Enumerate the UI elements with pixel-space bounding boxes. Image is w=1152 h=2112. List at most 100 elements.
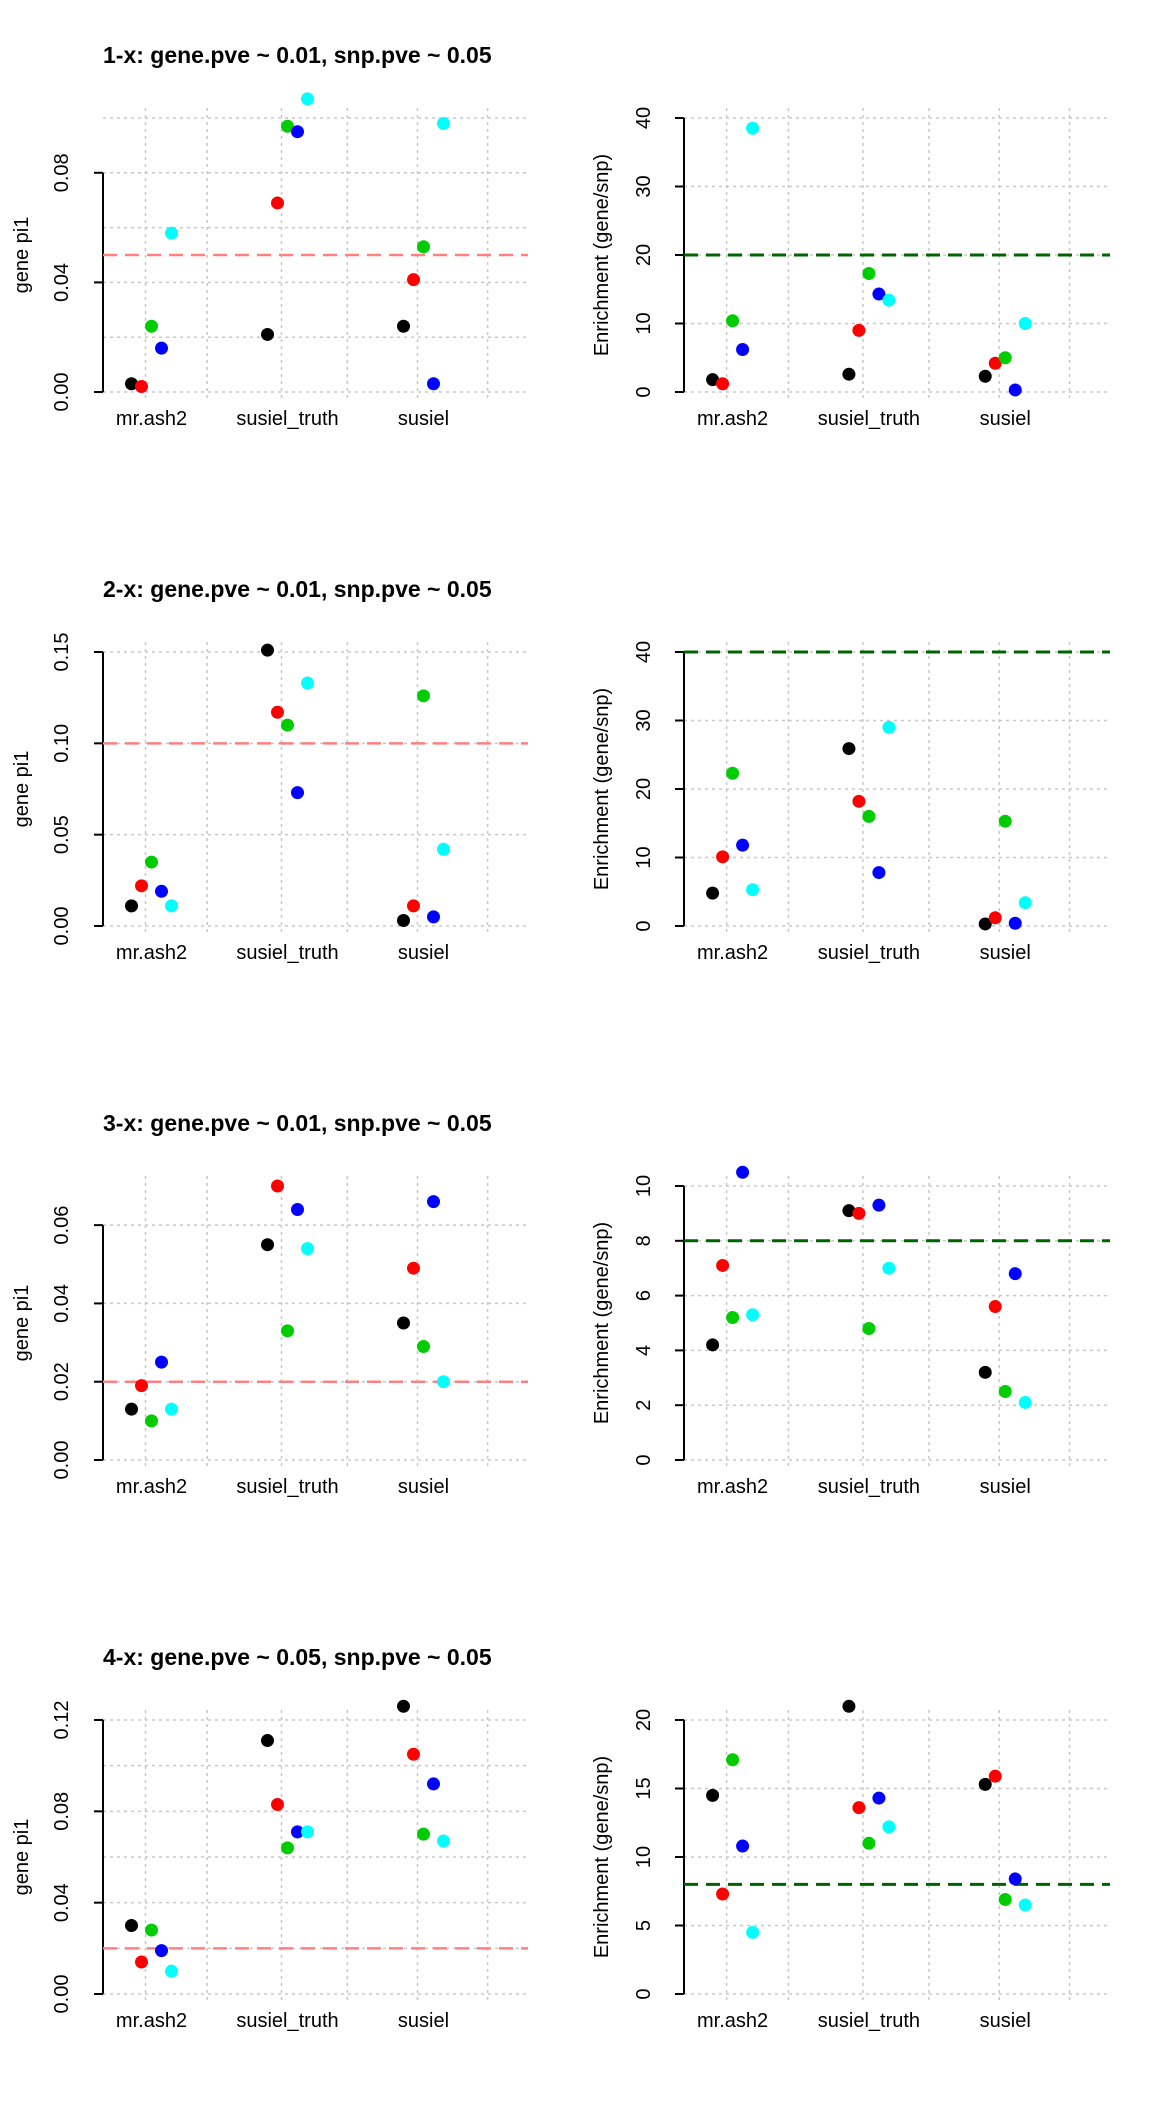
data-point-series-3	[998, 351, 1012, 365]
data-point-series-5	[437, 1834, 450, 1848]
panel-title: 4-x: gene.pve ~ 0.05, snp.pve ~ 0.05	[103, 1644, 492, 1670]
data-point-series-3	[862, 809, 876, 823]
x-category-label: mr.ash2	[116, 942, 187, 964]
data-point-series-5	[165, 1964, 178, 1978]
data-point-series-3	[145, 1414, 158, 1428]
y-tick-label: 0.08	[51, 153, 73, 192]
data-point-series-2	[135, 380, 148, 394]
data-point-series-5	[437, 116, 450, 130]
data-point-series-2	[271, 705, 284, 719]
data-point-series-3	[862, 266, 876, 280]
x-category-label: susiel	[398, 408, 449, 430]
data-point-series-2	[407, 273, 420, 287]
y-tick-label: 0.04	[51, 1883, 73, 1922]
data-point-series-1	[261, 1238, 274, 1252]
y-tick-label: 0	[633, 386, 655, 397]
data-point-series-2	[988, 1300, 1002, 1314]
data-point-series-5	[437, 1375, 450, 1389]
x-category-label: mr.ash2	[697, 1476, 768, 1498]
data-point-series-3	[726, 1311, 740, 1325]
data-point-series-4	[736, 838, 750, 852]
chart-panel-3-x-enrich: 0 2 4 6 8 10 Enrichment (gene/snp) mr.ash2 susie…	[591, 1165, 1110, 1498]
y-tick-label: 30	[633, 709, 655, 731]
y-axis-label: Enrichment (gene/snp)	[591, 154, 613, 356]
x-category-label: mr.ash2	[697, 2010, 768, 2032]
data-point-series-4	[872, 287, 886, 301]
y-tick-label: 0	[633, 920, 655, 931]
data-point-series-4	[291, 125, 304, 139]
data-point-series-5	[746, 1308, 760, 1322]
data-point-series-3	[417, 240, 430, 254]
data-point-series-1	[978, 369, 992, 383]
data-point-series-1	[125, 1402, 138, 1416]
data-point-series-4	[1008, 383, 1022, 397]
data-point-series-2	[135, 879, 148, 893]
y-tick-label: 6	[633, 1290, 655, 1301]
panel-title: 3-x: gene.pve ~ 0.01, snp.pve ~ 0.05	[103, 1110, 492, 1136]
y-tick-label: 0.02	[51, 1362, 73, 1401]
data-point-series-5	[165, 899, 178, 913]
data-point-series-1	[706, 886, 720, 900]
data-point-series-2	[271, 1179, 284, 1193]
y-tick-label: 40	[633, 107, 655, 129]
y-tick-label: 8	[633, 1235, 655, 1246]
y-axis-label: gene pi1	[11, 751, 33, 828]
data-point-series-5	[746, 883, 760, 897]
x-category-label: susiel	[980, 2010, 1031, 2032]
data-point-series-1	[706, 373, 720, 387]
data-point-series-1	[978, 1365, 992, 1379]
data-point-series-3	[417, 1827, 430, 1841]
data-point-series-4	[291, 786, 304, 800]
data-point-series-1	[842, 1204, 856, 1218]
data-point-series-5	[301, 1242, 314, 1256]
data-point-series-3	[145, 1923, 158, 1937]
y-tick-label: 0.00	[51, 1975, 73, 2014]
x-category-label: mr.ash2	[116, 408, 187, 430]
data-point-series-1	[842, 1699, 856, 1713]
data-point-series-1	[125, 899, 138, 913]
y-axis-label: Enrichment (gene/snp)	[591, 1222, 613, 1424]
y-tick-label: 30	[633, 175, 655, 197]
y-tick-label: 5	[633, 1920, 655, 1931]
y-tick-label: 0.10	[51, 724, 73, 763]
data-point-series-2	[135, 1955, 148, 1969]
x-category-label: susiel	[398, 2010, 449, 2032]
data-point-series-2	[135, 1379, 148, 1393]
data-point-series-2	[271, 196, 284, 210]
chart-panel-4-x-enrich: 0 5 10 15 20 Enrichment (gene/snp) mr.ash2 susi…	[591, 1699, 1110, 2032]
data-point-series-5	[437, 842, 450, 856]
data-point-series-3	[417, 1339, 430, 1353]
data-point-series-1	[842, 742, 856, 756]
data-point-series-5	[746, 1925, 760, 1939]
data-point-series-4	[1008, 916, 1022, 930]
data-point-series-3	[281, 119, 294, 133]
data-point-series-3	[281, 1324, 294, 1338]
y-tick-label: 10	[633, 846, 655, 868]
chart-panel-2-x-pi1: 2-x: gene.pve ~ 0.01, snp.pve ~ 0.05 0.00…	[11, 576, 528, 964]
data-point-series-2	[716, 377, 730, 391]
data-point-series-3	[145, 319, 158, 333]
data-point-series-3	[726, 314, 740, 328]
panel-title: 1-x: gene.pve ~ 0.01, snp.pve ~ 0.05	[103, 42, 492, 68]
x-category-label: susiel_truth	[818, 408, 920, 430]
x-category-label: mr.ash2	[116, 1476, 187, 1498]
data-point-series-2	[852, 1206, 866, 1220]
data-point-series-2	[407, 1261, 420, 1275]
y-tick-label: 10	[633, 1846, 655, 1868]
data-point-series-5	[301, 1825, 314, 1839]
data-point-series-2	[407, 1747, 420, 1761]
data-point-series-2	[852, 323, 866, 337]
data-point-series-1	[261, 643, 274, 657]
x-category-label: mr.ash2	[116, 2010, 187, 2032]
data-point-series-1	[125, 377, 138, 391]
data-point-series-4	[427, 377, 440, 391]
data-point-series-4	[1008, 1267, 1022, 1281]
x-category-label: susiel_truth	[236, 1476, 338, 1498]
data-point-series-5	[165, 1402, 178, 1416]
data-point-series-4	[155, 341, 168, 355]
data-point-series-3	[417, 689, 430, 703]
y-tick-label: 0.05	[51, 815, 73, 854]
data-point-series-1	[397, 1699, 410, 1713]
x-category-label: mr.ash2	[697, 942, 768, 964]
